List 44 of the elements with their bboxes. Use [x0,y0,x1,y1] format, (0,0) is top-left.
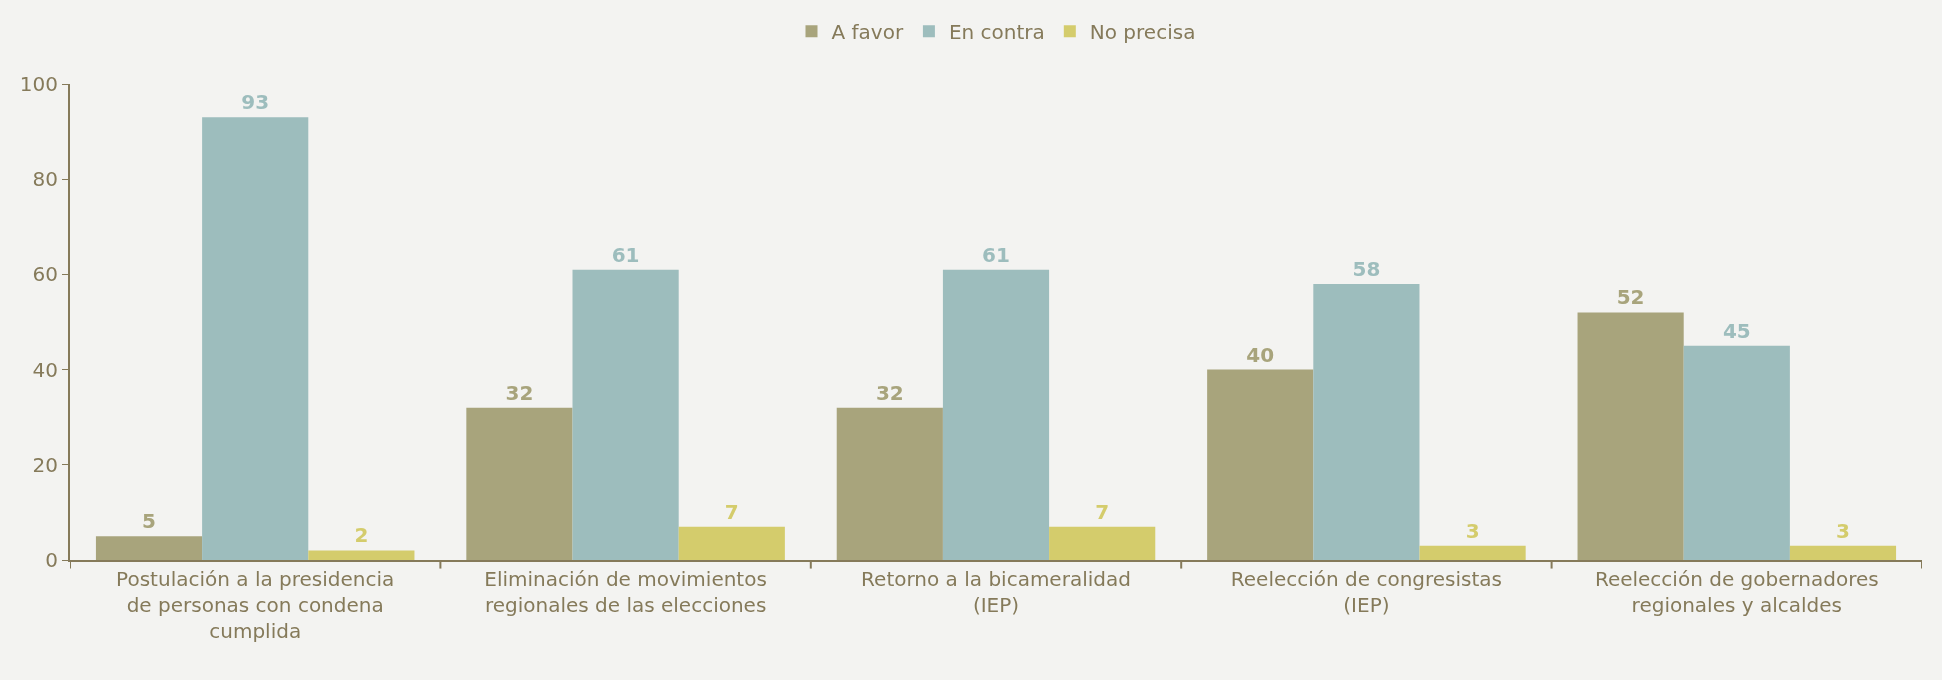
x-tick-label: Reelección de congresistas (IEP) [1230,567,1503,617]
bar [95,536,203,560]
data-label: 7 [724,499,739,524]
y-tick-label: 20 [32,452,58,477]
bar [1207,369,1314,560]
bar [466,407,573,560]
data-label: 58 [1352,256,1381,281]
x-tick-label: Retorno a la bicameralidad (IEP) [861,567,1131,617]
bar [942,269,1050,560]
bar [1419,545,1526,560]
data-label: 45 [1722,318,1751,343]
bar [1313,283,1420,560]
bar [1049,526,1156,560]
bar [836,407,943,560]
data-label: 32 [505,380,534,405]
legend-label: No precisa [1089,19,1196,44]
y-tick-label: 40 [32,357,58,382]
bar [202,117,309,560]
x-tick-label: Eliminación de movimientos regionales de las elecciones [484,567,767,617]
bar [308,550,415,560]
x-tick-label: Postulación a la presidencia de personas con condena cumplida [116,567,395,643]
data-label: 61 [611,242,640,267]
data-label: 32 [875,380,904,405]
y-tick-label: 0 [45,548,58,572]
bar [1577,312,1684,560]
data-label: 61 [982,242,1010,267]
legend-label: A favor [831,19,904,44]
data-label: 5 [142,509,156,534]
y-tick-label: 100 [19,72,58,96]
bar [1789,545,1897,560]
data-label: 52 [1616,285,1645,310]
data-label: 3 [1465,518,1480,543]
data-label: 3 [1836,518,1850,543]
data-label: 40 [1246,342,1275,367]
x-tick-label: Reelección de gobernadores regionales y alcaldes [1594,567,1879,617]
bar [678,526,785,560]
legend-label: En contra [948,19,1045,44]
data-label: 7 [1095,499,1110,524]
y-tick-label: 80 [32,167,58,192]
data-label: 93 [241,90,270,115]
y-tick-label: 60 [32,262,58,287]
bar [1683,345,1790,560]
data-label: 2 [354,523,369,548]
bar [572,269,679,560]
